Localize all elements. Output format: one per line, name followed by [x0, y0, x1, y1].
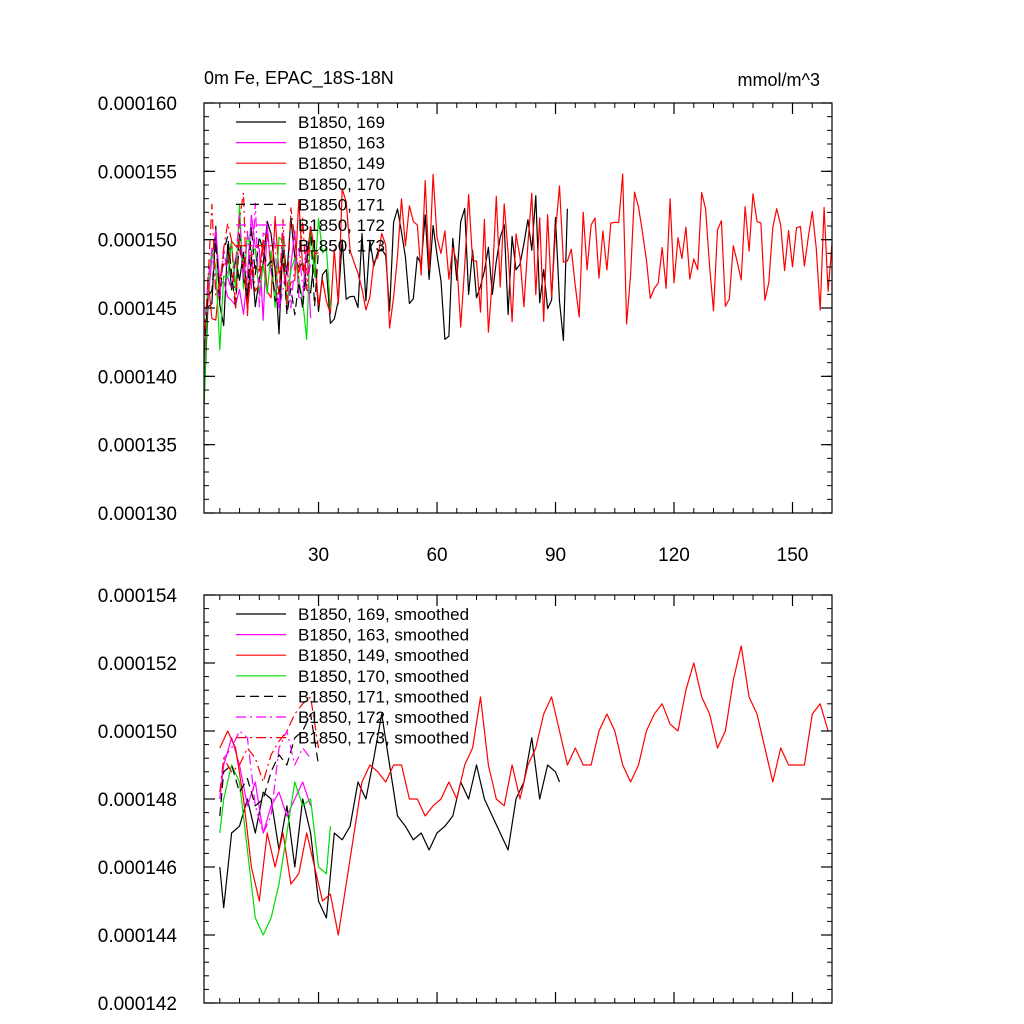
bottom-y-tick-label: 0.000152: [98, 654, 177, 675]
top-y-tick-label: 0.000150: [98, 231, 177, 252]
bottom-axes-layer: 0.000142 0.000144 0.000146 0.000148 0.000150…: [98, 586, 833, 1015]
top-series-line-4: [204, 204, 331, 404]
top-y-tick-label: 0.000135: [98, 436, 177, 457]
top-panel: 0m Fe, EPAC_18S-18N mmol/m^3 0.0001300.0…: [98, 68, 833, 566]
top-legend-label-1: B1850, 169: [298, 113, 385, 132]
bottom-panel: 0.000142 0.000144 0.000146 0.000148 0.000150…: [98, 586, 833, 1015]
bottom-y-tick-label: 0.000142: [98, 994, 177, 1015]
bottom-series-line-3: [219, 645, 829, 936]
top-x-tick-label: 90: [545, 545, 566, 566]
bottom-legend-label-4: B1850, 170, smoothed: [298, 667, 469, 686]
top-legend-label-3: B1850, 149: [298, 154, 385, 173]
top-x-tick-label: 30: [308, 545, 329, 566]
top-legend-label-2: B1850, 163: [298, 134, 385, 153]
top-legend-label-6: B1850, 172: [298, 216, 385, 235]
top-x-tick-label: 60: [426, 545, 447, 566]
bottom-series-line-4: [219, 764, 331, 936]
bottom-series-line-5: [219, 713, 320, 817]
bottom-legend-label-3: B1850, 149, smoothed: [298, 646, 469, 665]
top-chart-title: 0m Fe, EPAC_18S-18N: [204, 68, 394, 89]
bottom-y-tick-label: 0.000144: [98, 926, 178, 947]
top-legend-label-5: B1850, 171: [298, 195, 385, 214]
bottom-legend-label-2: B1850, 163, smoothed: [298, 626, 469, 645]
bottom-y-tick-label: 0.000154: [98, 586, 178, 607]
bottom-series-line-2: [219, 737, 312, 834]
bottom-series-layer: [219, 645, 829, 936]
bottom-y-tick-label: 0.000150: [98, 722, 177, 743]
top-y-tick-label: 0.000130: [98, 504, 177, 525]
bottom-legend: B1850, 169, smoothed B1850, 163, smoothed…: [236, 605, 469, 748]
bottom-series-line-6: [219, 730, 312, 834]
top-series-line-7: [204, 192, 319, 350]
bottom-series-line-1: [219, 713, 561, 919]
bottom-series-line-7: [219, 696, 320, 793]
top-y-tick-label: 0.000140: [98, 367, 177, 388]
top-y-tick-label: 0.000160: [98, 94, 177, 115]
top-y-tick-label: 0.000155: [98, 162, 177, 183]
bottom-plot-area: [219, 645, 829, 936]
top-plot-area: [204, 173, 832, 404]
bottom-legend-label-5: B1850, 171, smoothed: [298, 687, 469, 706]
bottom-y-tick-label: 0.000148: [98, 790, 177, 811]
top-legend-label-4: B1850, 170: [298, 175, 385, 194]
top-series-line-5: [204, 226, 320, 350]
top-x-tick-label: 120: [658, 545, 690, 566]
top-y-tick-label: 0.000145: [98, 299, 177, 320]
bottom-legend-label-1: B1850, 169, smoothed: [298, 605, 469, 624]
top-axes-layer: 0.000130 0.000135 0.000140 0.000145 0.000150…: [98, 94, 833, 566]
top-x-tick-label: 150: [777, 545, 809, 566]
top-legend-label-7: B1850, 173: [298, 237, 385, 256]
top-series-layer: [204, 173, 832, 404]
bottom-legend-label-6: B1850, 172, smoothed: [298, 708, 469, 727]
bottom-y-tick-label: 0.000146: [98, 858, 177, 879]
bottom-legend-label-7: B1850, 173, smoothed: [298, 729, 469, 748]
top-chart-units: mmol/m^3: [738, 70, 820, 90]
